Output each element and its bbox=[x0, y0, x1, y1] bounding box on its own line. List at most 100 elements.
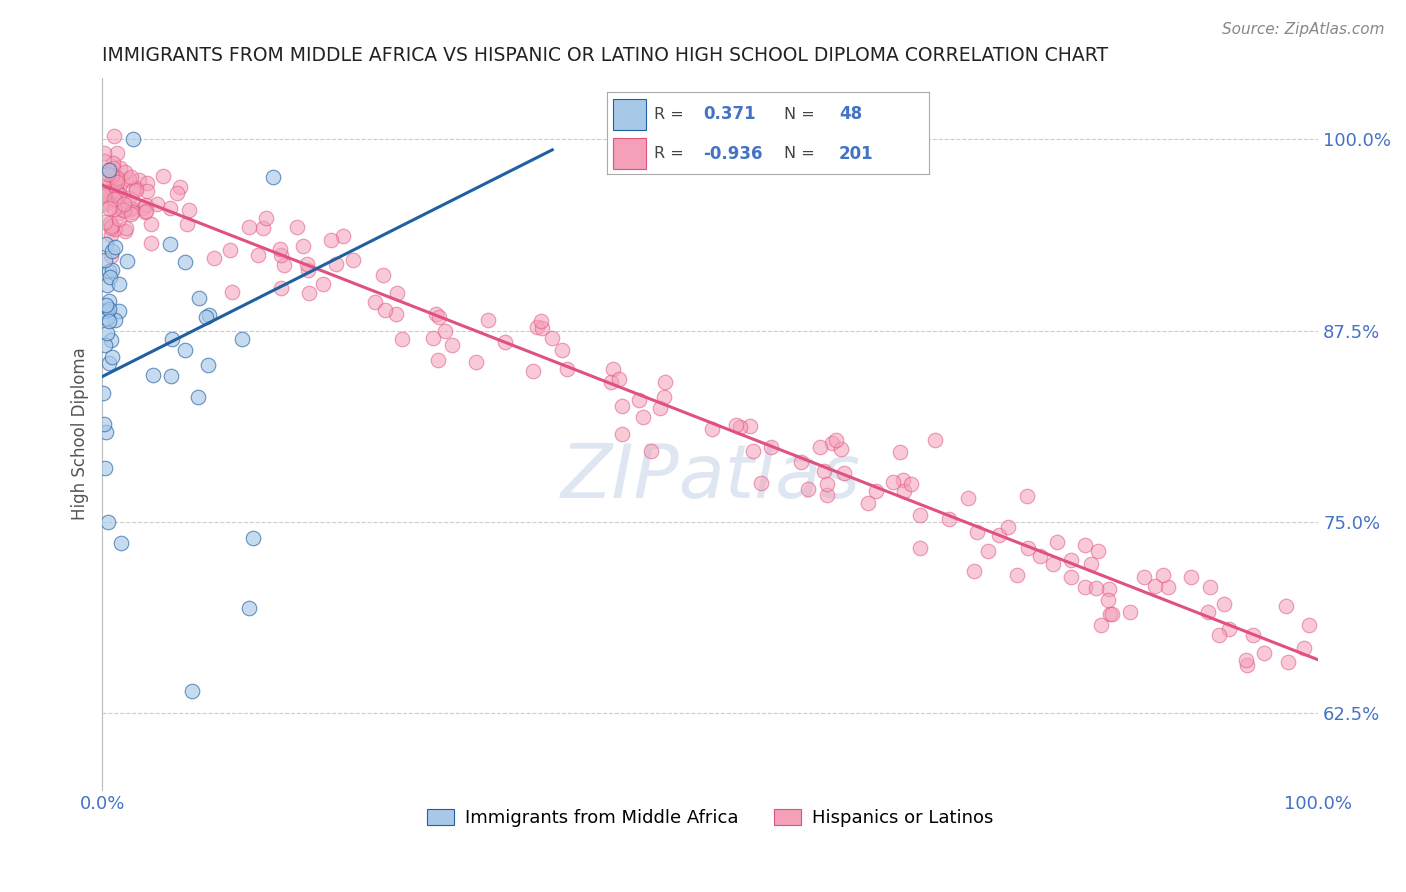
Point bbox=[238, 601, 260, 615]
Point bbox=[93, 188, 115, 202]
Point bbox=[427, 352, 450, 367]
Point bbox=[103, 193, 125, 207]
Point bbox=[101, 155, 124, 169]
Point bbox=[115, 253, 138, 268]
Point bbox=[114, 164, 136, 178]
Point bbox=[441, 338, 464, 352]
Point bbox=[93, 215, 115, 229]
Point bbox=[105, 170, 128, 185]
Point bbox=[93, 304, 115, 318]
Point bbox=[738, 419, 761, 434]
Point bbox=[882, 475, 904, 489]
Point bbox=[111, 173, 134, 187]
Point bbox=[94, 425, 117, 439]
Point bbox=[181, 684, 204, 698]
Point bbox=[112, 203, 135, 218]
Point bbox=[1213, 598, 1236, 612]
Point bbox=[104, 222, 127, 236]
Point bbox=[821, 436, 844, 450]
Point bbox=[797, 482, 820, 496]
Point bbox=[231, 332, 253, 346]
Point bbox=[105, 183, 128, 197]
Point bbox=[173, 343, 195, 357]
Point bbox=[159, 201, 181, 215]
Legend: Immigrants from Middle Africa, Hispanics or Latinos: Immigrants from Middle Africa, Hispanics… bbox=[419, 802, 1001, 834]
Point bbox=[332, 229, 354, 244]
Point bbox=[319, 233, 342, 247]
Point bbox=[1144, 578, 1167, 592]
Point bbox=[105, 145, 128, 160]
Point bbox=[808, 440, 831, 454]
Point bbox=[297, 263, 319, 277]
Point bbox=[1298, 617, 1320, 632]
Point bbox=[108, 187, 131, 202]
Point bbox=[551, 343, 574, 357]
Point bbox=[1294, 641, 1316, 656]
Point bbox=[100, 350, 122, 364]
Point bbox=[1234, 653, 1257, 667]
Point bbox=[114, 224, 136, 238]
Point bbox=[269, 242, 291, 256]
Point bbox=[159, 236, 181, 251]
Point bbox=[110, 161, 132, 176]
Point bbox=[136, 184, 159, 198]
Point bbox=[1098, 582, 1121, 596]
Point bbox=[121, 132, 143, 146]
Point bbox=[391, 332, 413, 346]
Point bbox=[938, 512, 960, 526]
Point bbox=[385, 285, 408, 300]
Point bbox=[900, 477, 922, 491]
Point bbox=[1236, 658, 1258, 673]
Point bbox=[654, 375, 676, 389]
Point bbox=[188, 291, 211, 305]
Point bbox=[371, 268, 394, 282]
Point bbox=[364, 295, 387, 310]
Point bbox=[1090, 618, 1112, 632]
Point bbox=[966, 524, 988, 539]
Point bbox=[1253, 646, 1275, 660]
Point bbox=[96, 326, 118, 340]
Point bbox=[94, 237, 117, 252]
Point bbox=[132, 202, 155, 216]
Point bbox=[465, 355, 488, 369]
Point bbox=[100, 219, 122, 233]
Point bbox=[270, 247, 292, 261]
Point bbox=[291, 238, 314, 252]
Point bbox=[522, 364, 544, 378]
Point bbox=[218, 243, 240, 257]
Point bbox=[1005, 567, 1028, 582]
Point bbox=[105, 175, 128, 189]
Point bbox=[93, 338, 115, 352]
Point bbox=[100, 221, 122, 235]
Point bbox=[1084, 581, 1107, 595]
Point bbox=[865, 483, 887, 498]
Point bbox=[104, 193, 127, 207]
Point bbox=[121, 201, 143, 215]
Point bbox=[118, 191, 141, 205]
Point bbox=[530, 313, 553, 327]
Point bbox=[1208, 628, 1230, 642]
Point bbox=[96, 304, 118, 318]
Point bbox=[1015, 489, 1038, 503]
Point bbox=[612, 400, 634, 414]
Point bbox=[135, 198, 157, 212]
Point bbox=[815, 488, 838, 502]
Point bbox=[908, 541, 931, 555]
Point bbox=[103, 184, 125, 198]
Point bbox=[494, 334, 516, 349]
Point bbox=[104, 240, 127, 254]
Point bbox=[101, 244, 124, 259]
Point bbox=[221, 285, 243, 300]
Point bbox=[648, 401, 671, 416]
Point bbox=[1029, 549, 1052, 563]
Point bbox=[1180, 570, 1202, 584]
Point bbox=[654, 390, 676, 404]
Point bbox=[128, 172, 150, 186]
Point bbox=[749, 476, 772, 491]
Point bbox=[91, 175, 114, 189]
Point bbox=[297, 286, 319, 301]
Point bbox=[759, 440, 782, 454]
Point bbox=[197, 358, 219, 372]
Point bbox=[101, 172, 124, 186]
Point bbox=[730, 420, 752, 434]
